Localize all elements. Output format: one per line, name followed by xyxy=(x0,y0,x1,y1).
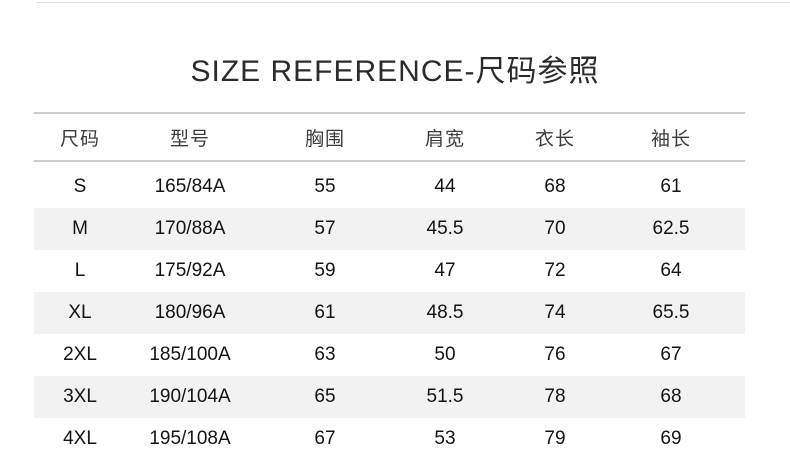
cell-model: 180/96A xyxy=(154,302,226,323)
cell-length: 78 xyxy=(544,386,566,407)
table-row: L 175/92A 59 47 72 64 xyxy=(34,250,745,292)
table-row: 3XL 190/104A 65 51.5 78 68 xyxy=(34,376,745,418)
column-header-sleeve: 袖长 xyxy=(650,128,691,150)
cell-size: S xyxy=(73,176,87,197)
cell-length: 76 xyxy=(544,344,566,365)
column-header-model: 型号 xyxy=(169,128,210,150)
table-header-row: 尺码 型号 胸围 肩宽 衣长 袖长 xyxy=(34,114,745,160)
table-row: 2XL 185/100A 63 50 76 67 xyxy=(34,334,745,376)
cell-length: 68 xyxy=(544,176,566,197)
cell-shoulder: 50 xyxy=(434,344,456,365)
column-header-shoulder: 肩宽 xyxy=(424,128,465,150)
cell-length: 70 xyxy=(544,218,566,239)
cell-shoulder: 44 xyxy=(434,176,456,197)
page-title: SIZE REFERENCE-尺码参照 xyxy=(190,55,600,88)
cell-shoulder: 51.5 xyxy=(426,386,464,407)
cell-size: 3XL xyxy=(63,386,97,407)
table-header-bottom-rule xyxy=(34,160,745,162)
table-row: M 170/88A 57 45.5 70 62.5 xyxy=(34,208,745,250)
cell-size: XL xyxy=(68,302,92,323)
cell-chest: 67 xyxy=(314,428,336,449)
cell-sleeve: 68 xyxy=(660,386,682,407)
cell-chest: 57 xyxy=(314,218,336,239)
cell-sleeve: 62.5 xyxy=(652,218,690,239)
column-header-size: 尺码 xyxy=(59,128,100,150)
cell-chest: 61 xyxy=(314,302,336,323)
table-row: XL 180/96A 61 48.5 74 65.5 xyxy=(34,292,745,334)
cell-chest: 59 xyxy=(314,260,336,281)
cell-model: 175/92A xyxy=(154,260,226,281)
cell-shoulder: 53 xyxy=(434,428,456,449)
size-reference-table: 尺码 型号 胸围 肩宽 衣长 袖长 S 165/84A 55 44 68 61 … xyxy=(34,112,745,460)
cell-chest: 55 xyxy=(314,176,336,197)
cell-sleeve: 65.5 xyxy=(652,302,690,323)
cell-length: 72 xyxy=(544,260,566,281)
cell-chest: 63 xyxy=(314,344,336,365)
cell-sleeve: 69 xyxy=(660,428,682,449)
cell-sleeve: 67 xyxy=(660,344,682,365)
column-header-length: 衣长 xyxy=(534,128,575,150)
cell-length: 74 xyxy=(544,302,566,323)
cell-size: 4XL xyxy=(63,428,97,449)
top-divider xyxy=(36,2,790,3)
cell-model: 165/84A xyxy=(154,176,226,197)
cell-shoulder: 47 xyxy=(434,260,456,281)
table-row: 4XL 195/108A 67 53 79 69 xyxy=(34,418,745,460)
table-top-rule xyxy=(34,112,745,114)
cell-shoulder: 48.5 xyxy=(426,302,464,323)
cell-sleeve: 64 xyxy=(660,260,682,281)
cell-size: M xyxy=(72,218,88,239)
cell-size: 2XL xyxy=(63,344,97,365)
table-row: S 165/84A 55 44 68 61 xyxy=(34,166,745,208)
cell-model: 185/100A xyxy=(149,344,231,365)
cell-model: 170/88A xyxy=(154,218,226,239)
column-header-chest: 胸围 xyxy=(304,128,345,150)
cell-sleeve: 61 xyxy=(660,176,682,197)
cell-shoulder: 45.5 xyxy=(426,218,464,239)
cell-length: 79 xyxy=(544,428,566,449)
table-body: S 165/84A 55 44 68 61 M 170/88A 57 45.5 … xyxy=(34,166,745,460)
cell-size: L xyxy=(74,260,86,281)
cell-model: 195/108A xyxy=(149,428,231,449)
cell-chest: 65 xyxy=(314,386,336,407)
cell-model: 190/104A xyxy=(149,386,231,407)
